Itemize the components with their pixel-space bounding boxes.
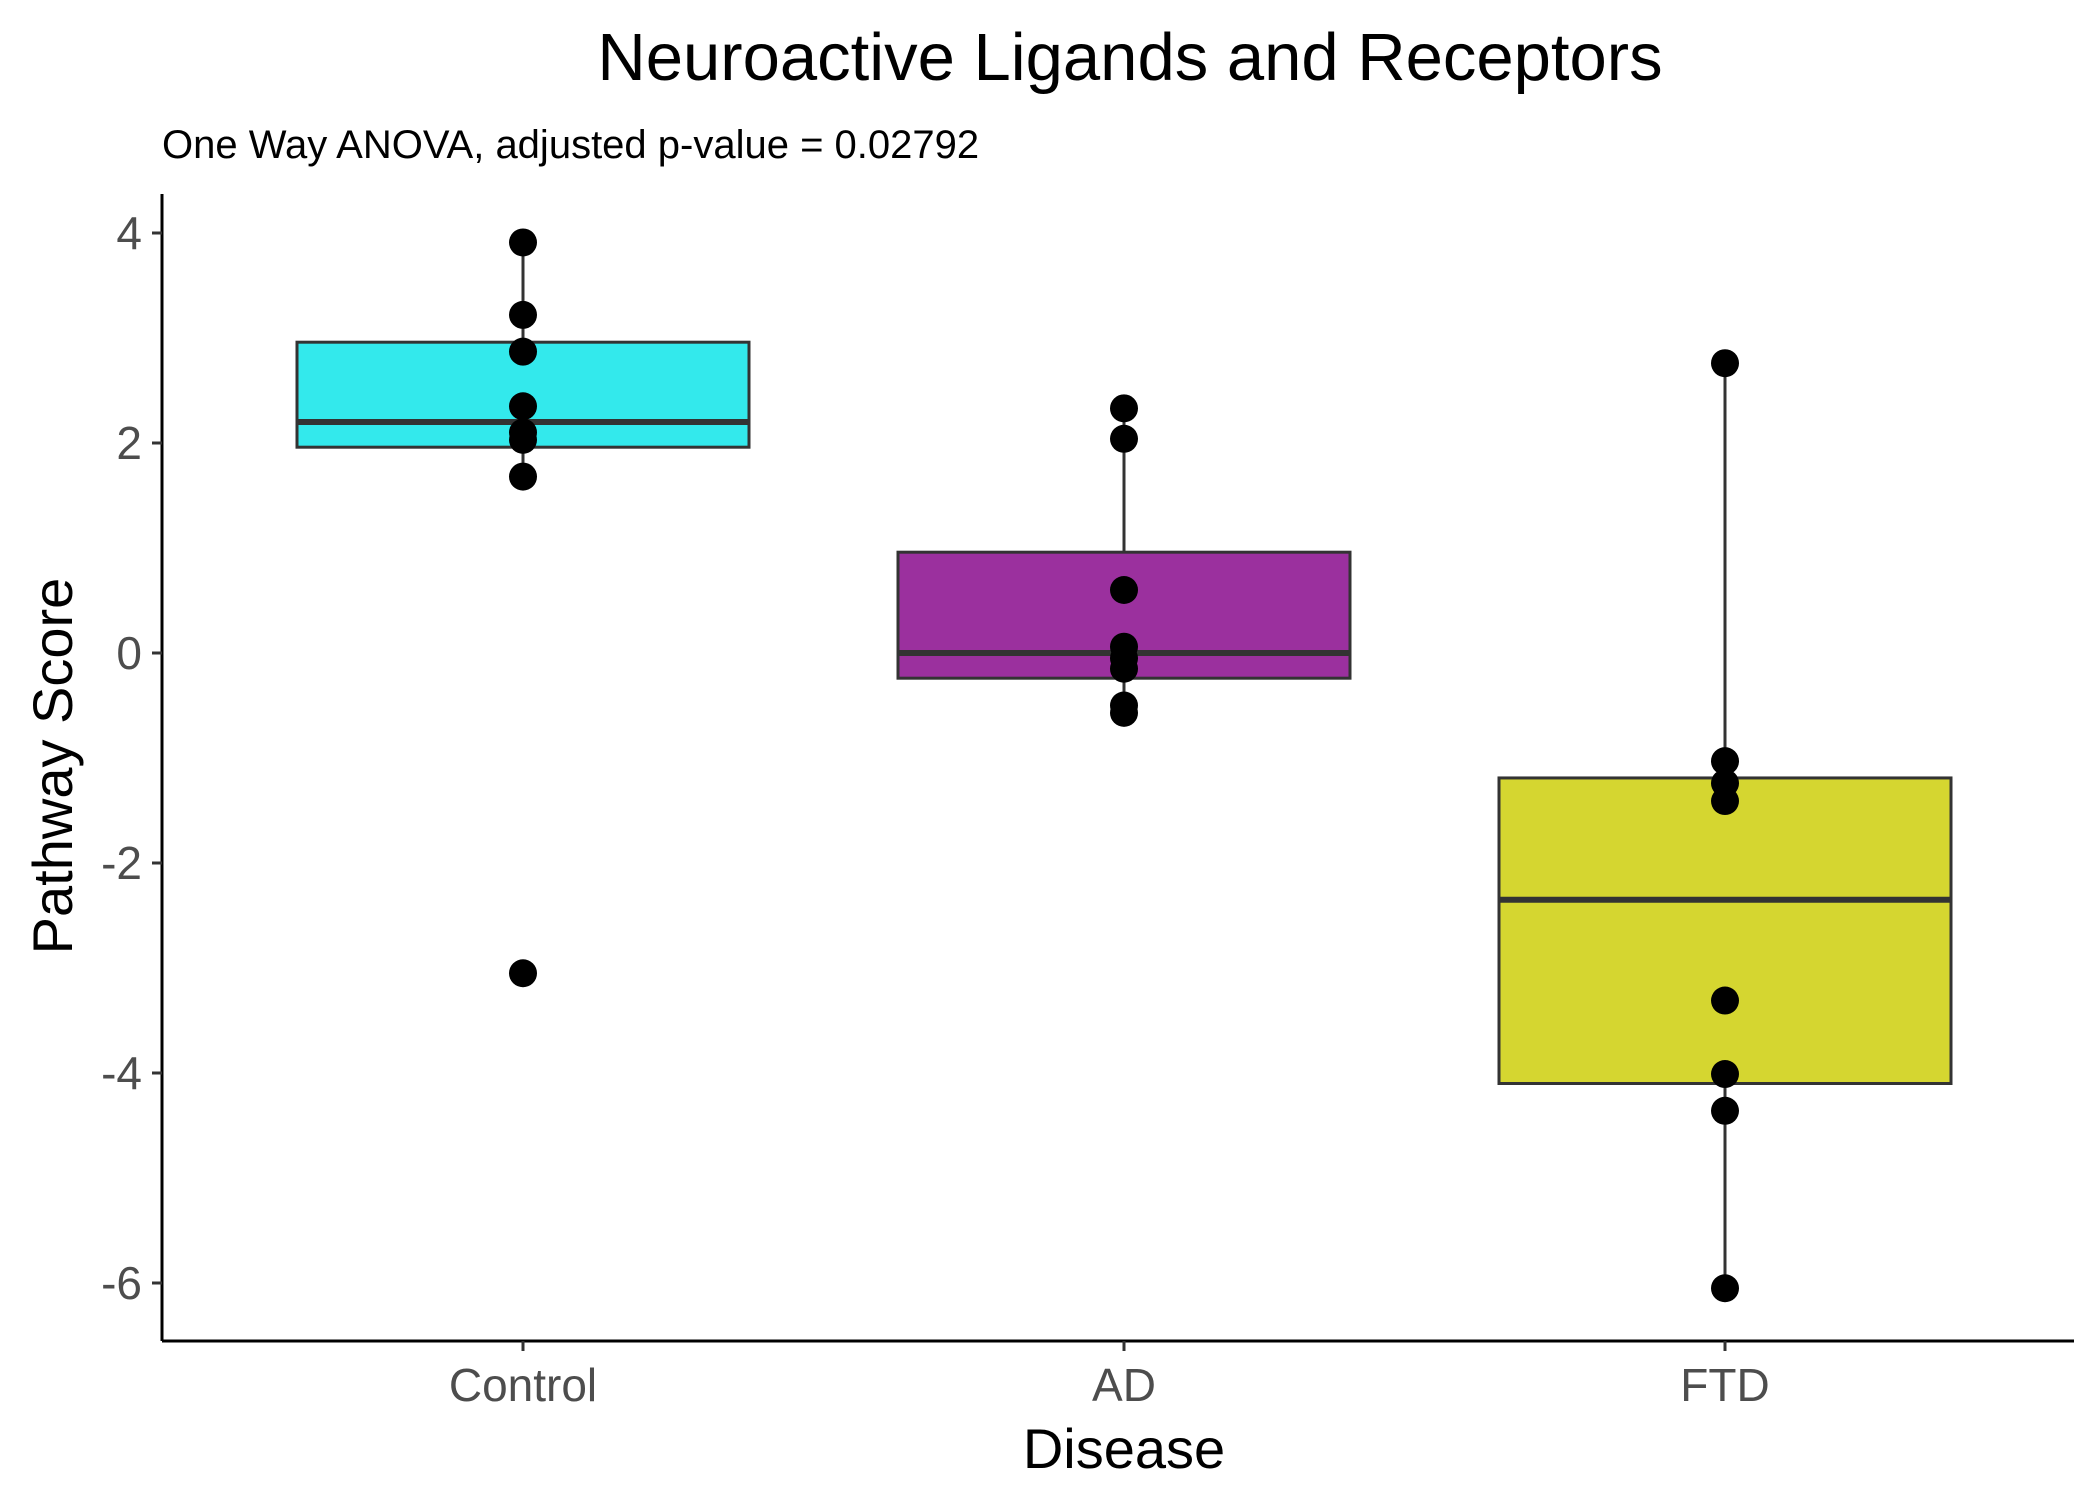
x-tick-label: FTD — [1680, 1359, 1769, 1411]
data-point — [509, 337, 537, 366]
data-point — [1711, 349, 1739, 378]
data-point — [1711, 1274, 1739, 1303]
box-group-ftd — [1497, 349, 1953, 1303]
x-tick-label: Control — [449, 1359, 597, 1411]
chart-title: Neuroactive Ligands and Receptors — [597, 20, 1662, 95]
x-axis-ticks: Control AD FTD — [449, 1341, 1770, 1411]
plot-area — [295, 228, 1953, 1303]
data-point — [509, 462, 537, 491]
chart-subtitle: One Way ANOVA, adjusted p-value = 0.0279… — [162, 123, 979, 167]
y-tick-label: -6 — [101, 1257, 142, 1309]
x-tick-label: AD — [1092, 1359, 1156, 1411]
y-tick-label: -4 — [101, 1047, 142, 1099]
data-point — [509, 392, 537, 421]
data-point — [1711, 1096, 1739, 1125]
data-point — [509, 959, 537, 988]
data-point — [1711, 1060, 1739, 1089]
data-point — [1110, 576, 1138, 604]
x-axis-title: Disease — [1023, 1417, 1225, 1480]
box-group-control — [295, 228, 751, 988]
y-tick-label: 0 — [116, 627, 142, 679]
y-axis-title: Pathway Score — [21, 578, 84, 955]
data-point — [1110, 698, 1138, 727]
data-point — [1110, 394, 1138, 423]
y-tick-label: 2 — [116, 417, 142, 469]
data-point — [509, 425, 537, 454]
data-point — [509, 228, 537, 257]
box-group-ad — [896, 394, 1352, 727]
data-point — [1110, 654, 1138, 683]
data-point — [1110, 424, 1138, 453]
y-tick-label: 4 — [116, 207, 142, 259]
data-point — [1711, 787, 1739, 816]
y-axis-ticks: 4 2 0 -2 -4 -6 — [101, 207, 162, 1309]
data-point — [1711, 747, 1739, 776]
box-ftd — [1497, 776, 1953, 1085]
data-point — [1711, 986, 1739, 1015]
data-point — [509, 300, 537, 329]
y-tick-label: -2 — [101, 837, 142, 889]
